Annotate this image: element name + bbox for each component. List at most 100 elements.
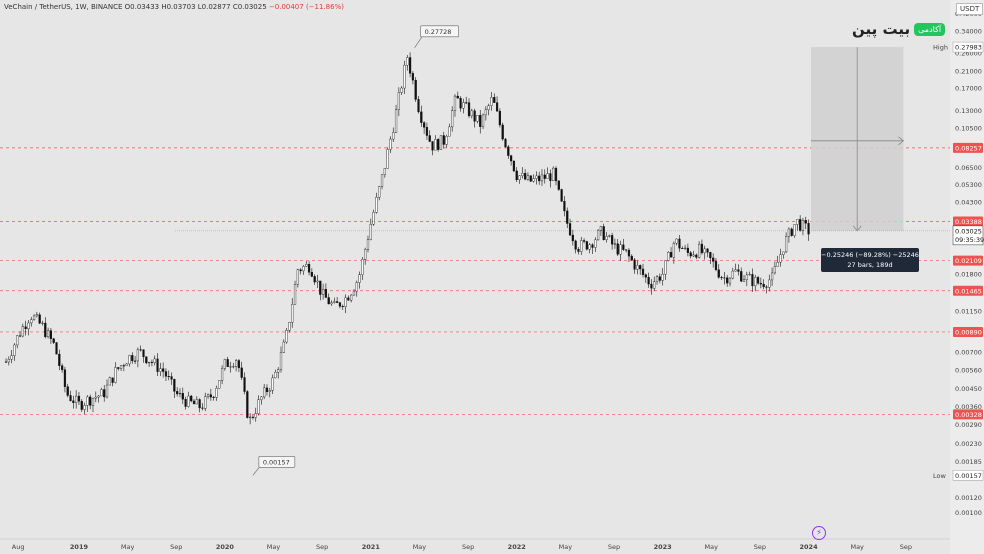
candle [41,322,44,324]
candle [176,391,179,395]
candle [453,95,457,111]
candle [386,149,389,169]
candle [162,368,165,372]
candle [473,110,476,122]
x-tick-label: May [413,543,427,551]
candle [167,376,170,378]
candle [293,284,297,305]
candle [462,102,465,109]
candle [133,360,137,362]
candle [117,367,120,369]
price-flag-name: Low [933,472,946,480]
candle [613,243,617,245]
ohlc-label: O0.03433 H0.03703 L0.02877 C0.03025 [124,3,267,11]
candle [411,73,414,81]
x-tick-label: Sep [754,543,766,551]
candle [100,389,103,397]
candle [467,102,471,117]
y-tick-label: 0.01800 [955,270,982,278]
candle [529,175,532,182]
x-tick-label: Sep [608,543,620,551]
candle [212,396,215,398]
price-level-tag-label: 0.01465 [955,287,982,295]
candle [448,126,451,137]
candle [52,338,55,343]
currency-label[interactable]: USDT [956,3,984,15]
candle [703,248,706,254]
candle [552,167,555,181]
candle [451,110,454,128]
candle [307,264,311,273]
x-tick-label: 2022 [508,543,526,551]
candle [164,371,168,377]
candle [521,173,524,177]
candle [58,353,61,366]
change-label: −0.00407 (−11.86%) [268,3,344,11]
candle [299,269,302,272]
candle [661,273,664,281]
y-tick-label: 0.17000 [955,85,982,93]
candle [709,252,712,259]
candle [226,359,229,367]
candle [667,252,670,261]
candle [218,380,221,389]
candle [394,109,398,133]
price-level-tag [953,255,983,266]
candle [187,395,190,407]
candle [204,396,207,409]
candle [310,272,313,277]
candle [324,289,328,298]
candle [291,304,294,323]
candle [108,377,111,386]
candle [288,322,291,331]
candle [779,254,782,263]
candle [364,249,367,260]
candle [111,377,114,383]
candle [737,269,740,272]
candle [61,365,64,370]
candle [647,276,650,285]
candle [504,138,507,148]
x-tick-label: 2021 [362,543,381,551]
candle [201,407,204,409]
candle [89,396,92,406]
candle [611,235,614,245]
candle [524,173,527,180]
candle [237,360,241,369]
candle [355,282,358,292]
x-tick-label: 2023 [654,543,672,551]
price-level-tag-label: 0.03388 [955,218,982,226]
x-tick-label: Sep [316,543,328,551]
candle [195,399,198,405]
x-tick-label: 2024 [800,543,819,551]
candle [125,363,128,367]
candle [765,286,768,288]
x-tick-label: 2020 [216,543,235,551]
candle [139,349,142,351]
candle [223,359,226,369]
candle [240,367,243,378]
y-tick-label: 0.05300 [955,181,982,189]
candle [156,358,159,372]
candle [403,64,406,89]
annotation-box [258,455,296,468]
flash-icon[interactable]: ⚡ [812,526,826,540]
y-tick-label: 0.04300 [955,198,982,206]
candle [540,174,544,182]
candle [683,247,687,249]
candle [479,115,482,127]
candle [650,283,653,289]
candle [305,264,308,267]
candle [748,274,751,276]
annotation-low-label: 0.00157 [263,458,290,466]
candle [72,400,75,403]
candle [445,136,448,145]
candle [644,274,647,278]
y-tick-label: 0.10500 [955,125,982,133]
candle [27,322,30,330]
candle [543,174,546,179]
candle [257,399,260,414]
candle [136,349,139,362]
candle [793,224,796,236]
